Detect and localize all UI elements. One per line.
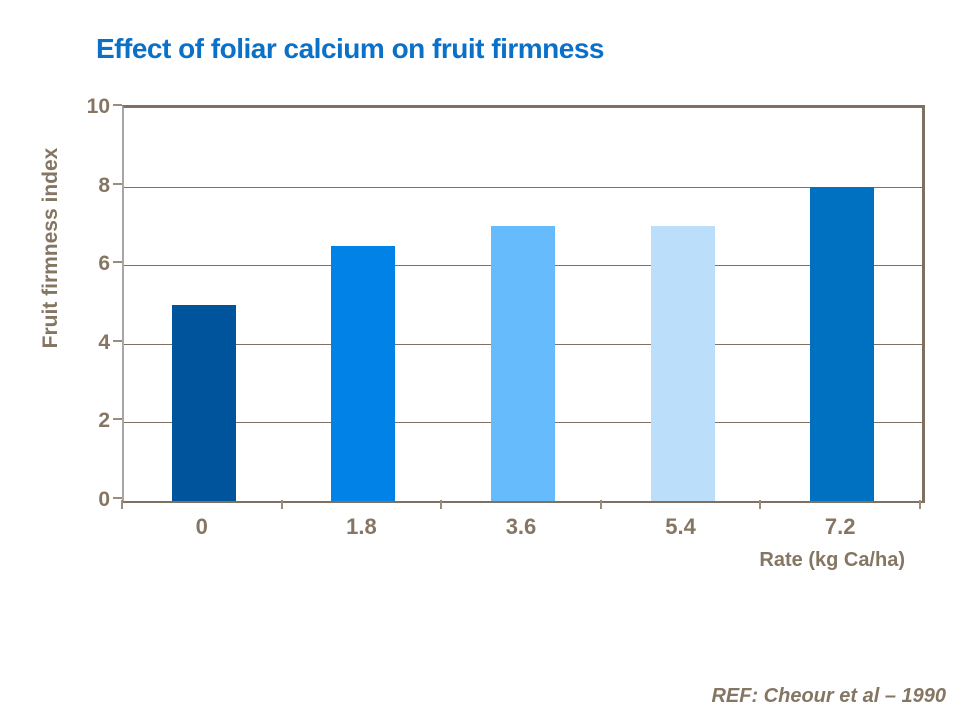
y-tick-mark	[113, 497, 122, 499]
y-tick-mark	[113, 339, 122, 342]
x-tick-label-5.4: 5.4	[665, 514, 696, 539]
reference-citation: REF: Cheour et al – 1990	[711, 685, 946, 707]
y-tick-label-8: 8	[98, 173, 110, 197]
x-tick-label-1.8: 1.8	[346, 514, 377, 539]
y-tick-label-4: 4	[98, 330, 110, 354]
x-tick-label-3.6: 3.6	[505, 514, 537, 539]
bar-3.6	[491, 225, 555, 501]
bar-1.8	[331, 245, 396, 501]
y-tick-label-2: 2	[98, 409, 110, 433]
x-tick-mark	[280, 500, 283, 509]
y-tick-label-10: 10	[86, 95, 110, 118]
x-tick-mark	[919, 500, 921, 509]
plot-area	[122, 105, 925, 503]
y-tick-mark	[113, 261, 122, 264]
bar-5.4	[650, 225, 715, 501]
y-tick-label-6: 6	[98, 252, 110, 276]
x-tick-label-7.2: 7.2	[824, 514, 856, 539]
x-tick-mark	[121, 500, 123, 509]
x-axis-title: Rate (kg Ca/ha)	[759, 549, 905, 571]
chart-title: Effect of foliar calcium on fruit firmne…	[96, 33, 604, 64]
x-tick-mark	[759, 500, 762, 509]
y-tick-mark	[113, 182, 122, 185]
y-tick-mark	[113, 104, 122, 106]
bar-0	[171, 304, 236, 501]
gridline	[124, 186, 922, 188]
y-tick-label-0: 0	[98, 488, 110, 511]
bar-7.2	[810, 186, 875, 501]
x-tick-mark	[440, 500, 443, 509]
x-tick-mark	[599, 500, 602, 509]
x-tick-label-0: 0	[195, 514, 208, 539]
y-tick-mark	[113, 418, 122, 421]
